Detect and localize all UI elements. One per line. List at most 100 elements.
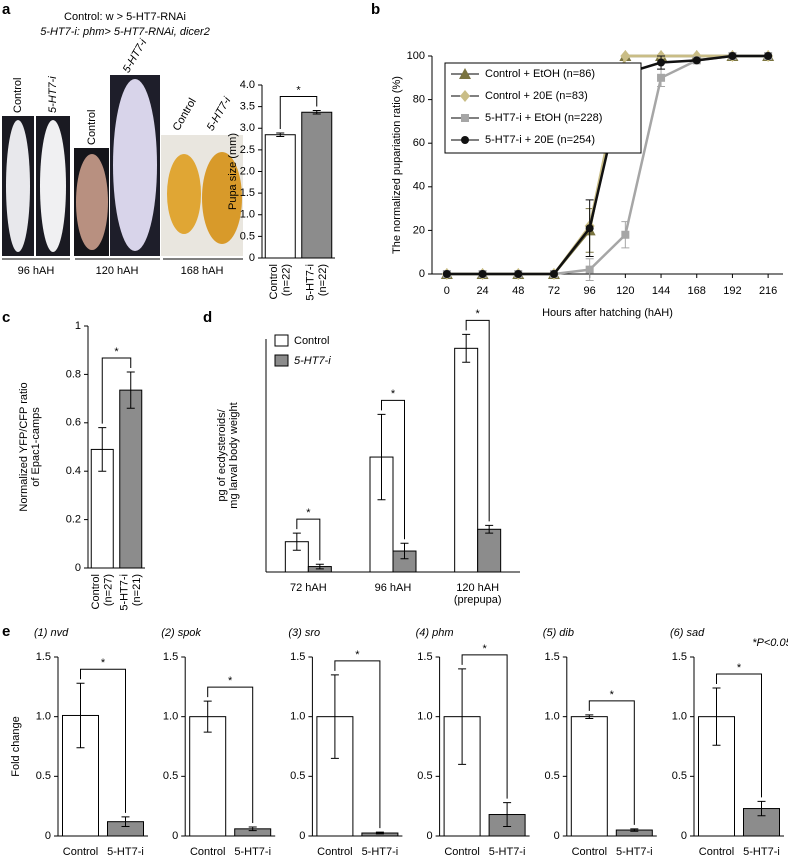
y-tick-label: 0.5 — [290, 770, 305, 782]
x-tick-label: Control — [317, 846, 352, 858]
bar — [454, 347, 479, 573]
panel-label: c — [2, 309, 10, 326]
error-bar — [203, 700, 212, 733]
y-tick-label: 1.5 — [672, 651, 687, 663]
legend — [444, 62, 642, 154]
y-axis-label: Normalized YFP/CFP ratioof Epac1-camps — [18, 382, 42, 511]
legend-marker — [461, 136, 469, 144]
y-tick-label: 3.0 — [240, 122, 255, 134]
y-tick-label: 2.5 — [240, 144, 255, 156]
photo-label: Control — [12, 78, 24, 113]
y-axis-label: Fold change — [10, 716, 22, 777]
y-tick-label: 1.0 — [36, 711, 51, 723]
x-tick-label: 216 — [759, 285, 777, 297]
significance-bracket — [716, 673, 762, 798]
legend-label: Control — [294, 335, 329, 347]
x-tick-label: 120 hAH (prepupa) — [454, 582, 502, 606]
legend-marker — [461, 114, 469, 122]
y-tick-label: 1.5 — [163, 651, 178, 663]
x-tick-label: 72 hAH — [290, 582, 327, 594]
genotype: 5-HT7-i: phm> 5-HT7-RNAi, dicer2 — [40, 26, 210, 38]
x-tick-label: 5-HT7-i — [743, 846, 780, 858]
chart-title: (2) spok — [161, 627, 201, 639]
photo-label: Control — [86, 110, 98, 145]
y-tick-label: 1 — [75, 320, 81, 332]
y-tick-label: 0 — [681, 830, 687, 842]
y-tick-label: 0 — [419, 268, 425, 280]
x-axis-label: Hours after hatching (hAH) — [542, 307, 673, 319]
x-tick-label: 5-HT7-i — [362, 846, 399, 858]
significance-label: * — [306, 507, 311, 519]
point — [585, 265, 594, 274]
y-tick-label: 40 — [413, 181, 425, 193]
error-bar — [585, 714, 594, 719]
x-tick-label: 5-HT7-i — [107, 846, 144, 858]
photos — [2, 75, 243, 260]
x-tick-label: 5-HT7-i — [234, 846, 271, 858]
significance-label: * — [296, 84, 301, 96]
significance-bracket — [588, 700, 635, 825]
x-tick-label: 192 — [723, 285, 741, 297]
chart-title: (5) dib — [543, 627, 574, 639]
significance-bracket — [296, 518, 321, 561]
x-tick-label: 5-HT7-i — [616, 846, 653, 858]
point — [764, 52, 773, 60]
significance-bracket — [279, 96, 318, 130]
y-tick-label: 0 — [45, 830, 51, 842]
stage-label: 120 hAH — [96, 265, 139, 277]
y-tick-label: 0.6 — [66, 417, 81, 429]
y-tick-label: 0.5 — [240, 230, 255, 242]
point — [549, 270, 558, 278]
photo-label: Control — [171, 96, 199, 133]
y-tick-label: 0.5 — [417, 770, 432, 782]
y-tick-label: 0.5 — [672, 770, 687, 782]
x-tick-label: 5-HT7-i — [489, 846, 526, 858]
stage-label: 96 hAH — [18, 265, 55, 277]
point — [620, 50, 631, 62]
error-bar — [76, 682, 85, 749]
genotype: Control: w > 5-HT7-RNAi — [64, 11, 186, 23]
error-bar — [126, 371, 135, 409]
point — [692, 56, 701, 65]
photo-label: 5-HT7-i — [205, 95, 234, 133]
panel-label: e — [2, 623, 10, 640]
x-tick-label: Control — [699, 846, 734, 858]
y-axis-label: Pupa size (mm) — [227, 133, 239, 210]
bar — [119, 389, 143, 569]
point — [585, 224, 594, 233]
error-bar — [121, 816, 130, 827]
legend-label: 5-HT7-i + EtOH (n=228) — [485, 112, 602, 124]
photo-label: 5-HT7-i — [121, 37, 150, 75]
x-tick-label: 5-HT7-i(n=21) — [119, 574, 143, 611]
significance-label: * — [391, 388, 396, 400]
legend-marker — [459, 68, 471, 79]
y-tick-label: 0 — [299, 830, 305, 842]
y-tick-label: 0.2 — [66, 514, 81, 526]
legend-label: Control + 20E (n=83) — [485, 90, 588, 102]
y-tick-label: 1.0 — [417, 711, 432, 723]
y-tick-label: 0 — [249, 252, 255, 264]
error-bar — [377, 413, 386, 501]
significance-bracket — [101, 357, 132, 424]
y-tick-label: 1.0 — [290, 711, 305, 723]
y-tick-label: 60 — [413, 137, 425, 149]
x-tick-label: 5-HT7-i(n=22) — [305, 264, 329, 301]
x-tick-label: Control(n=22) — [268, 264, 292, 299]
y-tick-label: 0.5 — [36, 770, 51, 782]
x-tick-label: 96 — [584, 285, 596, 297]
y-tick-label: 1.0 — [545, 711, 560, 723]
chart-title: (4) phm — [416, 627, 454, 639]
x-tick-label: 0 — [444, 285, 450, 297]
x-tick-label: Control — [572, 846, 607, 858]
chart-title: (3) sro — [288, 627, 320, 639]
y-tick-label: 0 — [554, 830, 560, 842]
x-tick-label: 72 — [548, 285, 560, 297]
error-bar — [630, 828, 639, 832]
y-axis-label: The normalized pupariation ratio (%) — [391, 76, 403, 254]
significance-label: * — [737, 662, 742, 674]
x-tick-label: 96 hAH — [375, 582, 412, 594]
y-tick-label: 0.5 — [163, 770, 178, 782]
error-bar — [315, 563, 324, 570]
x-tick-label: Control — [190, 846, 225, 858]
